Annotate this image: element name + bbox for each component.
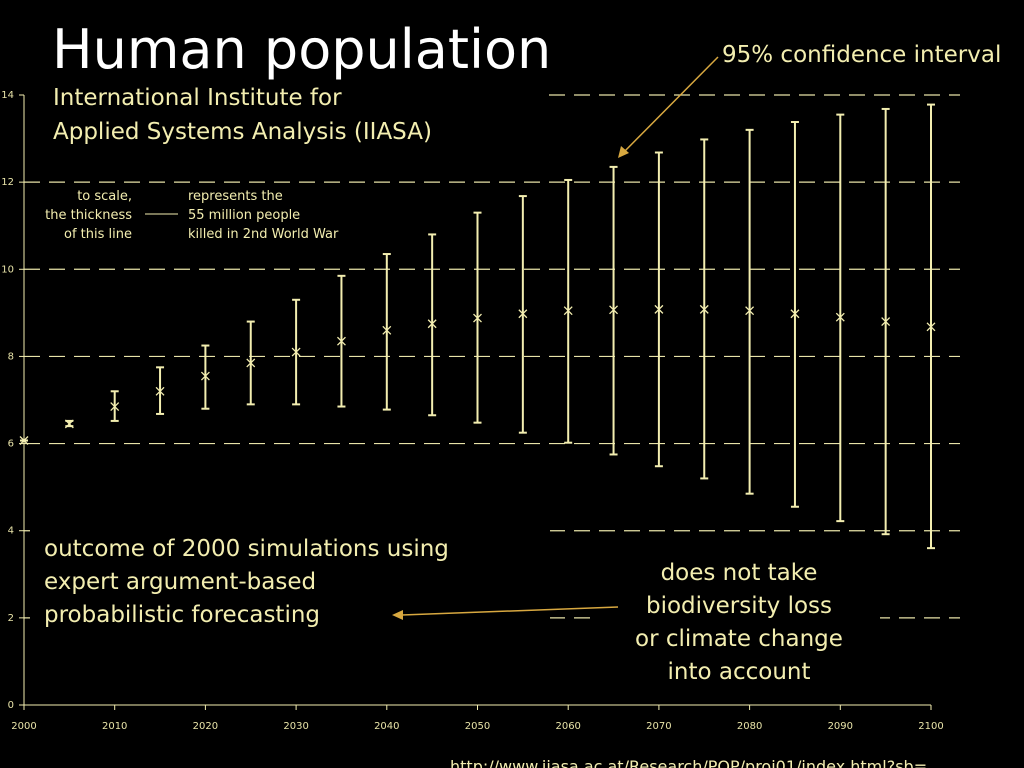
median-marker xyxy=(155,386,165,396)
median-marker xyxy=(835,312,845,322)
median-marker xyxy=(926,322,936,332)
median-marker xyxy=(609,305,619,315)
arrowhead xyxy=(392,610,403,620)
median-marker xyxy=(246,358,256,368)
x-tick-label: 2070 xyxy=(646,721,671,732)
annotation: of this line xyxy=(64,227,132,242)
annotation: 55 million people xyxy=(188,208,300,223)
median-marker xyxy=(291,347,301,357)
x-tick-label: 2080 xyxy=(737,721,762,732)
median-marker xyxy=(64,419,74,429)
subtitle: International Institute for xyxy=(53,85,342,111)
subtitle: Applied Systems Analysis (IIASA) xyxy=(53,119,432,145)
annotation: the thickness xyxy=(45,208,132,223)
x-tick-label: 2000 xyxy=(11,721,36,732)
y-tick-label: 4 xyxy=(8,526,14,537)
median-marker xyxy=(473,313,482,323)
backdrop xyxy=(700,30,1024,75)
median-marker xyxy=(563,306,573,316)
backdrop xyxy=(0,0,548,180)
error-bar xyxy=(382,253,391,411)
annotation: 95% confidence interval xyxy=(722,42,1001,68)
median-marker xyxy=(881,317,891,327)
y-tick-label: 0 xyxy=(8,700,14,711)
median-marker xyxy=(110,402,120,411)
annotation: outcome of 2000 simulations using xyxy=(44,536,449,562)
median-marker xyxy=(518,309,528,319)
x-tick-label: 2040 xyxy=(374,721,399,732)
y-tick-label: 2 xyxy=(8,613,14,624)
annotation: or climate change xyxy=(635,626,843,652)
chart-title: Human population xyxy=(52,18,551,81)
backdrop xyxy=(590,555,880,690)
y-tick-label: 14 xyxy=(1,90,14,101)
x-tick-label: 2010 xyxy=(102,721,127,732)
backdrop xyxy=(26,183,386,245)
median-marker xyxy=(19,436,29,445)
arrow xyxy=(621,56,719,155)
annotation: represents the xyxy=(188,189,283,204)
backdrop xyxy=(30,528,550,632)
median-marker xyxy=(790,309,800,319)
annotation: into account xyxy=(668,659,811,685)
x-tick-label: 2090 xyxy=(828,721,853,732)
x-tick-label: 2030 xyxy=(283,721,308,732)
median-marker xyxy=(336,336,346,346)
source-url: http://www.iiasa.ac.at/Research/POP/proj… xyxy=(450,757,927,768)
y-tick-label: 8 xyxy=(8,351,14,362)
annotation: probabilistic forecasting xyxy=(44,602,320,628)
annotation: does not take xyxy=(661,560,818,586)
y-tick-label: 6 xyxy=(8,439,14,450)
median-marker xyxy=(699,304,709,314)
median-marker xyxy=(745,306,755,316)
arrow xyxy=(401,606,619,616)
plot: 0 2 4 6 8 10 12 14 2000 2010 2020 2030 2040 2050 2060 2… xyxy=(1,90,943,732)
annotation: to scale, xyxy=(77,189,132,204)
x-tick-label: 2050 xyxy=(465,721,490,732)
annotation: expert argument-based xyxy=(44,569,316,595)
error-bar xyxy=(745,128,754,495)
median-marker xyxy=(200,371,210,381)
median-marker xyxy=(427,319,437,329)
y-tick-label: 12 xyxy=(1,177,14,188)
arrowhead xyxy=(618,146,629,158)
error-bar xyxy=(428,233,437,417)
error-bar xyxy=(201,344,210,410)
x-tick-label: 2020 xyxy=(193,721,218,732)
annotation: biodiversity loss xyxy=(646,593,832,619)
x-tick-label: 2100 xyxy=(918,721,943,732)
x-tick-label: 2060 xyxy=(555,721,580,732)
y-tick-label: 10 xyxy=(1,264,14,275)
median-marker xyxy=(654,304,664,314)
median-marker xyxy=(382,325,392,335)
annotation: killed in 2nd World War xyxy=(188,227,339,242)
